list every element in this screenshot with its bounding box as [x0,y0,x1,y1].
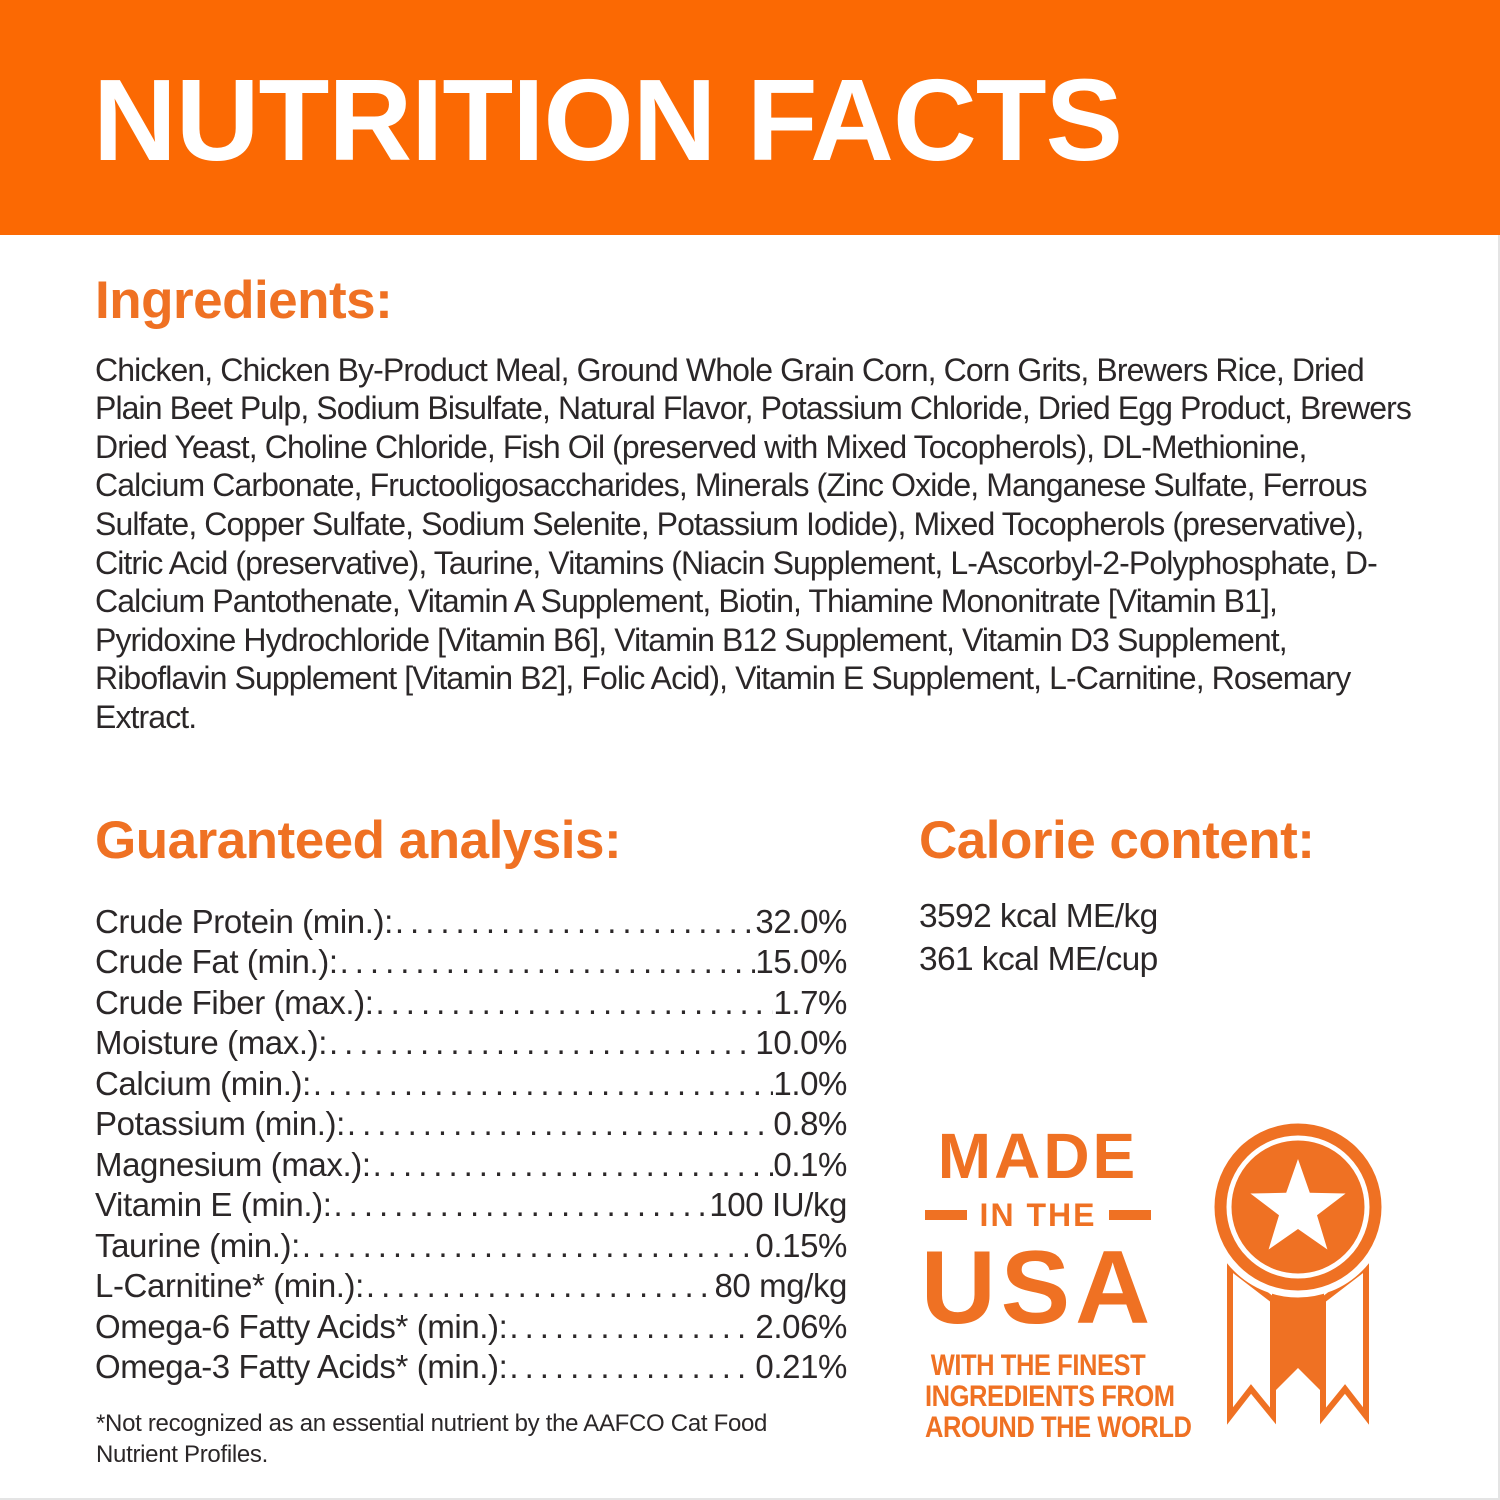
nutrient-label: Crude Fiber (max.): [95,983,374,1021]
ingredients-heading: Ingredients: [95,271,393,330]
tagline-line: WITH THE FINEST [930,1348,1146,1382]
nutrient-label: Omega-6 Fatty Acids* (min.): [95,1307,508,1345]
calorie-lines: 3592 kcal ME/kg 361 kcal ME/cup [919,895,1439,981]
in-the-text: IN THE [979,1197,1097,1233]
nutrient-value: 15.0% [755,943,847,981]
table-row: Calcium (min.):.........................… [95,1065,847,1106]
dot-leader: ........................................… [509,1348,755,1386]
dot-leader: ........................................… [339,943,756,981]
table-row: Taurine (min.):.........................… [95,1227,847,1268]
guaranteed-analysis-table: Crude Protein (min.):...................… [95,903,847,1389]
nutrient-value: 0.21% [755,1348,847,1386]
made-in-usa-badge: MADE IN THE USA WITH THE FINEST INGREDIE… [905,1120,1192,1444]
footnote-text: Nutrient Profiles. [96,1441,268,1468]
dot-leader: ........................................… [372,1145,774,1183]
dash-bar-left [924,1210,967,1220]
guaranteed-analysis-heading: Guaranteed analysis: [95,811,622,870]
nutrient-value: 0.1% [773,1145,847,1183]
nutrient-value: 80 mg/kg [714,1267,847,1305]
nutrient-value: 0.8% [773,1105,847,1143]
nutrient-label: Crude Fat (min.): [95,943,338,981]
nutrient-value: 2.06% [755,1307,847,1345]
nutrient-value: 1.7% [773,983,847,1021]
nutrient-label: Vitamin E (min.): [95,1186,332,1224]
footnote: *Not recognized as an essential nutrient… [96,1408,816,1470]
table-row: Moisture (max.):........................… [95,1024,847,1065]
calorie-content-section: Calorie content: 3592 kcal ME/kg 361 kca… [919,813,1439,981]
nutrient-label: Calcium (min.): [95,1064,311,1102]
dot-leader: ........................................… [328,1024,755,1062]
calorie-line: 361 kcal ME/cup [919,940,1158,978]
footnote-text: *Not recognized as an essential nutrient… [96,1410,768,1437]
nutrient-value: 100 IU/kg [709,1186,847,1224]
nutrient-value: 32.0% [755,902,847,940]
dot-leader: ........................................… [312,1064,774,1102]
nutrition-facts-banner: NUTRITION FACTS [0,0,1500,235]
ingredients-section: Ingredients: Chicken, Chicken By-Product… [95,273,1425,737]
dot-leader: ........................................… [301,1226,756,1264]
nutrient-label: Omega-3 Fatty Acids* (min.): [95,1348,508,1386]
dot-leader: ........................................… [365,1267,715,1305]
nutrient-label: Taurine (min.): [95,1226,300,1264]
nutrient-label: Magnesium (max.): [95,1145,371,1183]
table-row: Omega-6 Fatty Acids* (min.):............… [95,1308,847,1349]
calorie-content-heading: Calorie content: [919,811,1315,870]
tagline-line: INGREDIENTS FROM [924,1379,1175,1413]
table-row: Crude Fiber (max.):.....................… [95,984,847,1025]
star-medal-ribbon-icon [1208,1117,1388,1425]
nutrient-label: Potassium (min.): [95,1105,345,1143]
nutrient-value: 10.0% [755,1024,847,1062]
page-title: NUTRITION FACTS [93,54,1123,185]
tagline-line: AROUND THE WORLD [924,1410,1192,1444]
in-the-row: IN THE [905,1199,1171,1231]
dot-leader: ........................................… [509,1307,755,1345]
nutrient-label: L-Carnitine* (min.): [95,1267,364,1305]
dash-bar-right [1109,1210,1152,1220]
table-row: Vitamin E (min.):.......................… [95,1186,847,1227]
nutrient-value: 0.15% [755,1226,847,1264]
dot-leader: ........................................… [375,983,773,1021]
nutrient-label: Moisture (max.): [95,1024,327,1062]
dot-leader: ........................................… [333,1186,709,1224]
usa-tagline: WITH THE FINEST INGREDIENTS FROM AROUND … [924,1348,1192,1444]
table-row: Crude Fat (min.):.......................… [95,943,847,984]
table-row: Crude Protein (min.):...................… [95,903,847,944]
table-row: Magnesium (max.):.......................… [95,1146,847,1187]
dot-leader: ........................................… [394,902,756,940]
nutrient-label: Crude Protein (min.): [95,902,393,940]
calorie-line: 3592 kcal ME/kg [919,897,1158,935]
dot-leader: ........................................… [346,1105,773,1143]
table-row: L-Carnitine* (min.):....................… [95,1267,847,1308]
ingredients-text: Chicken, Chicken By-Product Meal, Ground… [95,351,1412,735]
made-text: MADE [937,1120,1139,1192]
nutrient-value: 1.0% [773,1064,847,1102]
table-row: Omega-3 Fatty Acids* (min.):............… [95,1348,847,1389]
guaranteed-analysis-section: Guaranteed analysis: Crude Protein (min.… [95,813,847,1389]
table-row: Potassium (min.):.......................… [95,1105,847,1146]
usa-text: USA [920,1230,1156,1346]
